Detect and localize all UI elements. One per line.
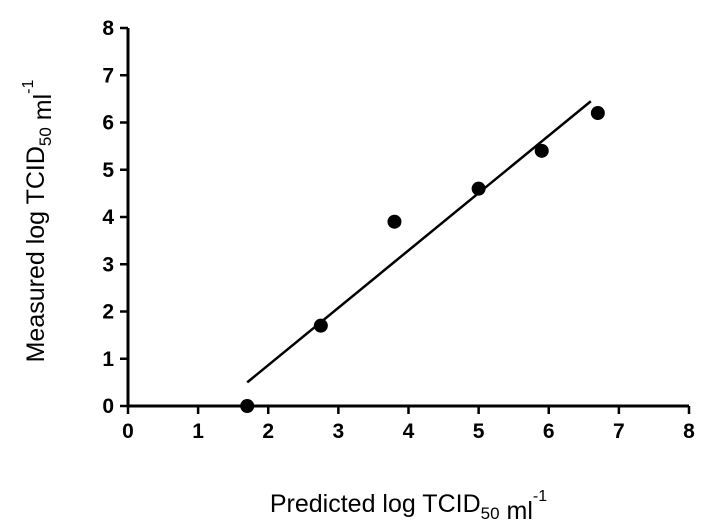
x-tick-label: 1 <box>192 420 204 443</box>
y-tick-label: 2 <box>102 301 114 324</box>
y-tick-label: 0 <box>102 395 114 418</box>
y-tick-label: 8 <box>102 17 114 40</box>
y-tick-label: 1 <box>102 348 114 371</box>
y-tick-label: 6 <box>102 112 114 135</box>
x-tick-label: 2 <box>262 420 274 443</box>
x-tick-label: 3 <box>333 420 345 443</box>
y-axis: 0 1 2 3 4 5 6 7 8 <box>102 17 130 418</box>
data-point <box>240 399 255 413</box>
x-tick-label: 8 <box>683 420 695 443</box>
data-point <box>534 143 549 158</box>
regression-line <box>246 100 592 384</box>
x-tick-label: 7 <box>613 420 625 443</box>
data-point <box>590 106 605 121</box>
x-axis: 0 1 2 3 4 5 6 7 8 <box>122 404 695 443</box>
x-tick-label: 6 <box>543 420 555 443</box>
y-axis-title: Measured log TCID50 ml-1 <box>20 80 57 363</box>
x-tick-label: 4 <box>403 420 415 443</box>
y-tick-label: 7 <box>102 64 114 87</box>
y-tick-label: 3 <box>102 253 114 276</box>
x-axis-title: Predicted log TCID50 ml-1 <box>270 488 547 525</box>
x-tick-label: 5 <box>473 420 485 443</box>
data-point <box>313 318 328 333</box>
plot-area <box>240 100 605 413</box>
y-tick-label: 4 <box>102 206 114 229</box>
x-tick-label: 0 <box>122 420 134 443</box>
data-point <box>471 181 486 196</box>
y-tick-label: 5 <box>102 159 114 182</box>
data-point <box>387 214 402 229</box>
